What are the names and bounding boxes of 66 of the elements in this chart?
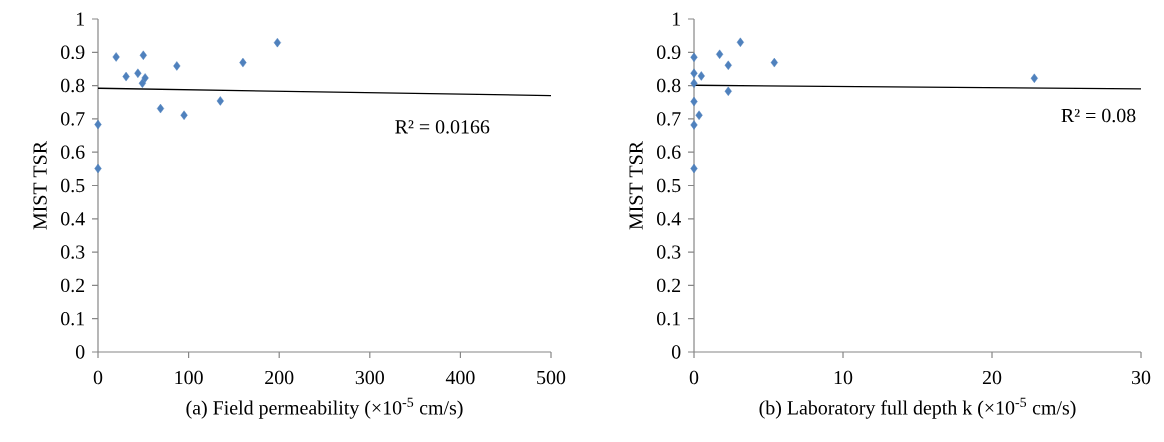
y-tick-label: 0.7 [657,112,681,126]
point [138,78,146,88]
x-tick-label: 30 [1132,370,1151,385]
y-tick-label: 0.1 [61,311,84,326]
point [724,60,732,70]
y-tick-label: 1 [672,12,680,26]
point [690,163,698,174]
x-tick-label: 200 [265,370,294,385]
point [134,68,142,78]
point [770,57,778,68]
point [180,110,188,120]
point [139,50,147,60]
point [690,78,698,88]
point [697,71,705,81]
x-tick-label: 0 [93,370,103,385]
y-tick-label: 0.2 [657,278,681,293]
x-tick-label: 10 [834,370,853,385]
x-tick-label: 20 [982,370,1002,385]
x-tick-label: 0 [689,370,699,385]
x-axis-title: (a) Field permeability (×10$^{-5}$ cm/s) [186,397,463,419]
point [690,68,698,78]
y-tick-label: 0.8 [657,78,681,93]
y-tick-label: 0.6 [657,145,681,159]
x-axis-title: (b) Laboratory full depth k (×10$^{-5}$ cm/s) [759,397,1076,419]
y-tick-label: 0.2 [61,278,85,293]
point [216,96,224,106]
y-axis-title: MIST TSR [33,140,47,230]
point [1030,73,1038,83]
point [141,73,149,83]
point [94,163,102,174]
annotation: R² = 0.0166 [395,120,490,134]
point [695,110,703,120]
y-tick-label: 0.8 [61,78,85,93]
x-tick-label: 400 [445,370,475,385]
point [690,96,698,107]
y-tick-label: 0.4 [61,212,85,226]
y-tick-label: 0.5 [61,178,85,193]
y-tick-label: 0.9 [61,45,85,60]
y-tick-label: 0 [75,345,85,359]
y-tick-label: 0.1 [657,311,680,326]
annotation: R² = 0.08 [1061,108,1136,123]
y-tick-label: 0.4 [657,212,681,226]
point [239,57,247,68]
point [156,103,165,114]
point [716,49,724,59]
y-tick-label: 1 [76,12,84,26]
point [273,37,281,48]
y-tick-label: 0 [671,345,681,359]
x-tick-label: 100 [175,370,203,385]
point [724,86,732,96]
y-tick-label: 0.3 [61,245,85,259]
x-tick-label: 500 [537,370,566,385]
point [690,52,698,62]
y-tick-label: 0.5 [657,178,681,193]
y-axis-title: MIST TSR [629,140,643,230]
y-tick-label: 0.6 [61,145,85,159]
point [94,119,102,130]
point [690,120,698,130]
y-tick-label: 0.7 [61,112,85,126]
x-tick-label: 300 [355,370,384,385]
point [736,37,744,47]
point [122,71,130,82]
y-tick-label: 0.9 [657,45,681,60]
point [112,52,120,62]
point [173,61,181,71]
y-tick-label: 0.3 [657,245,681,259]
